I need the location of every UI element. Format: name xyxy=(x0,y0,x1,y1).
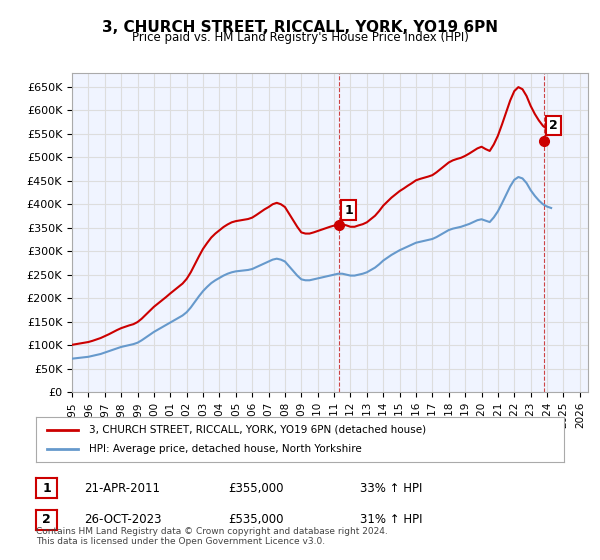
Text: 33% ↑ HPI: 33% ↑ HPI xyxy=(360,482,422,495)
Text: 21-APR-2011: 21-APR-2011 xyxy=(84,482,160,495)
Text: 3, CHURCH STREET, RICCALL, YORK, YO19 6PN (detached house): 3, CHURCH STREET, RICCALL, YORK, YO19 6P… xyxy=(89,424,426,435)
Text: £535,000: £535,000 xyxy=(228,513,284,526)
Text: HPI: Average price, detached house, North Yorkshire: HPI: Average price, detached house, Nort… xyxy=(89,445,362,455)
Text: 1: 1 xyxy=(42,482,51,495)
Text: 1: 1 xyxy=(344,204,353,217)
Text: 31% ↑ HPI: 31% ↑ HPI xyxy=(360,513,422,526)
Text: 2: 2 xyxy=(42,513,51,526)
Text: £355,000: £355,000 xyxy=(228,482,284,495)
Text: 3, CHURCH STREET, RICCALL, YORK, YO19 6PN: 3, CHURCH STREET, RICCALL, YORK, YO19 6P… xyxy=(102,20,498,35)
Text: Contains HM Land Registry data © Crown copyright and database right 2024.
This d: Contains HM Land Registry data © Crown c… xyxy=(36,526,388,546)
Text: 2: 2 xyxy=(549,119,558,132)
Text: Price paid vs. HM Land Registry's House Price Index (HPI): Price paid vs. HM Land Registry's House … xyxy=(131,31,469,44)
Text: 26-OCT-2023: 26-OCT-2023 xyxy=(84,513,161,526)
